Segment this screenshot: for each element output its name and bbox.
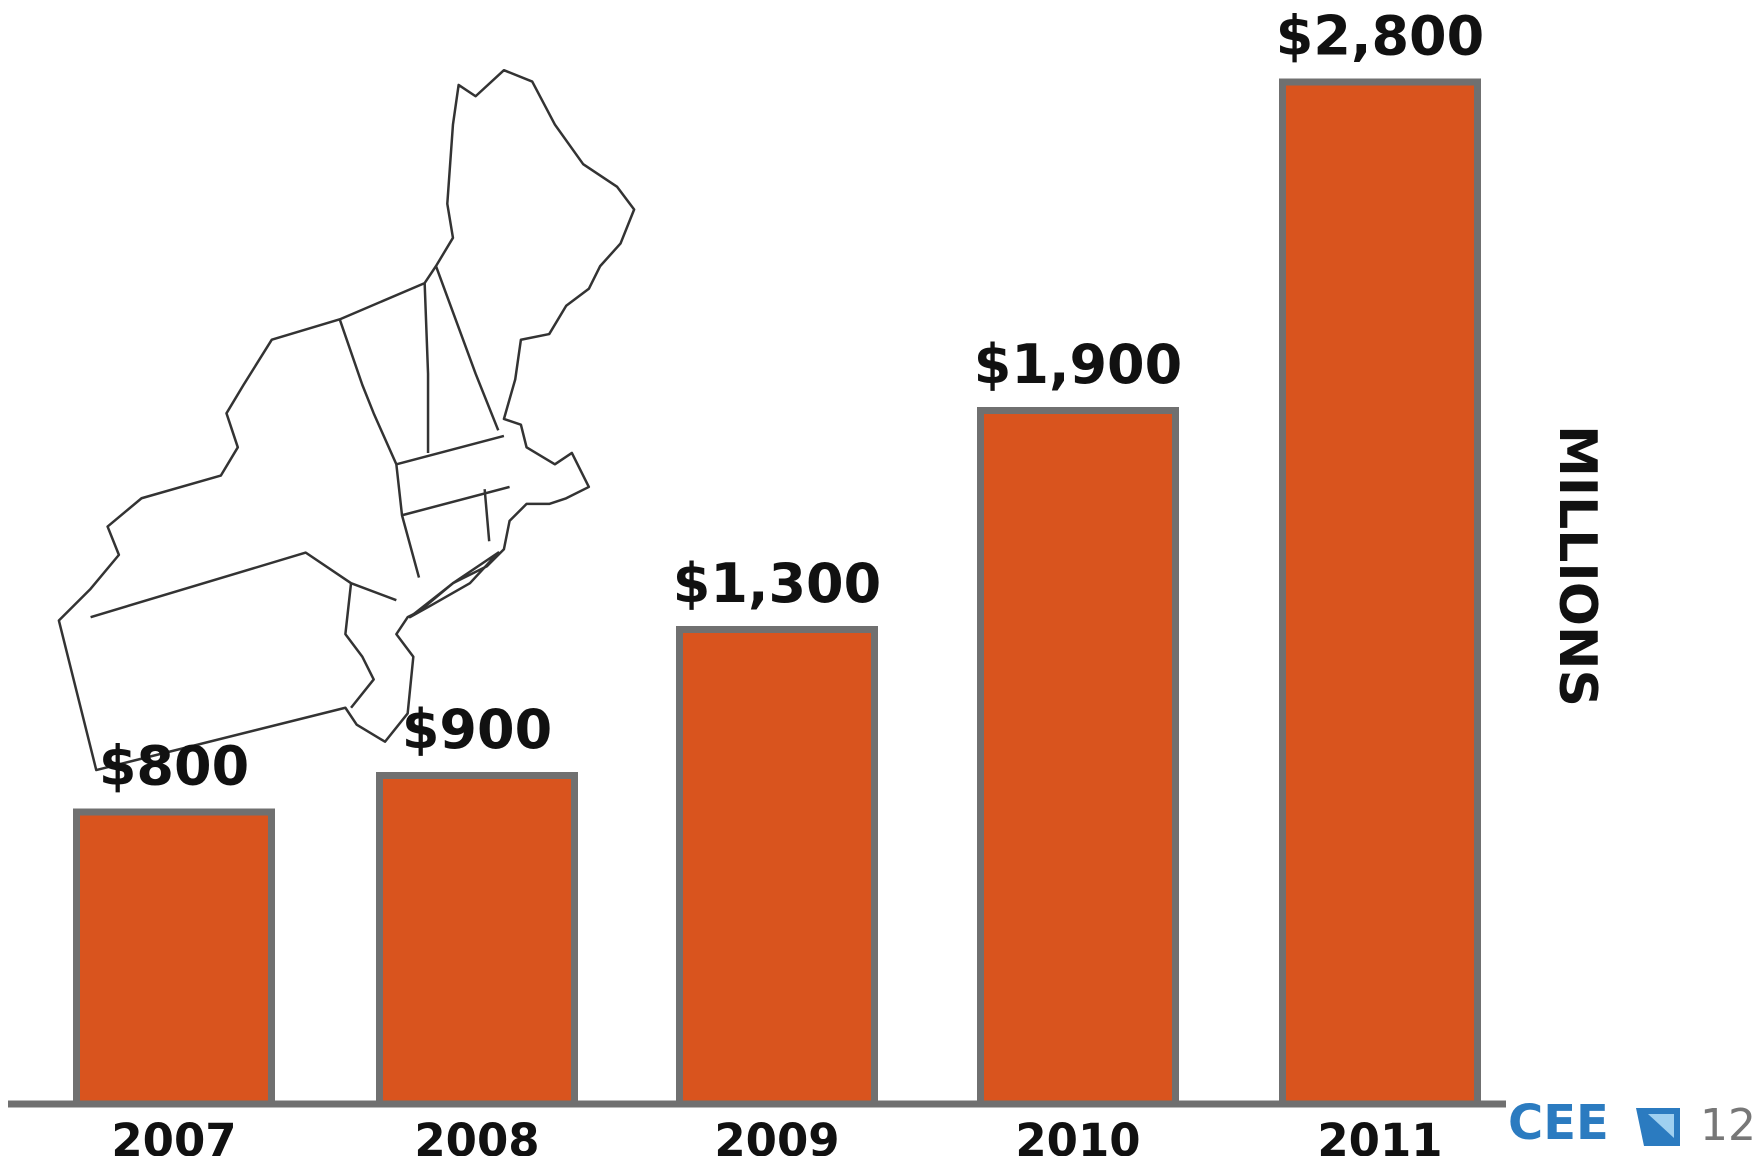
value-label: $1,300 bbox=[673, 552, 881, 615]
x-tick-label: 2007 bbox=[111, 1114, 236, 1156]
value-label: $900 bbox=[402, 698, 552, 761]
page-number: 12 bbox=[1700, 1100, 1756, 1151]
bar bbox=[1279, 78, 1481, 1108]
value-label: $1,900 bbox=[974, 333, 1182, 396]
value-label: $2,800 bbox=[1276, 5, 1484, 68]
x-tick-label: 2008 bbox=[414, 1114, 539, 1156]
bar bbox=[73, 808, 275, 1108]
x-tick-label: 2011 bbox=[1317, 1114, 1442, 1156]
axis-label: MILLIONS bbox=[1547, 425, 1607, 707]
logo: CEE bbox=[1508, 1095, 1609, 1151]
bar bbox=[977, 407, 1179, 1108]
x-tick-label: 2009 bbox=[714, 1114, 839, 1156]
bar bbox=[376, 772, 578, 1108]
value-label: $800 bbox=[99, 735, 249, 798]
logo-icon-cut bbox=[1648, 1114, 1674, 1138]
northeast-map bbox=[57, 68, 636, 772]
bar bbox=[676, 626, 878, 1108]
x-tick-label: 2010 bbox=[1015, 1114, 1140, 1156]
